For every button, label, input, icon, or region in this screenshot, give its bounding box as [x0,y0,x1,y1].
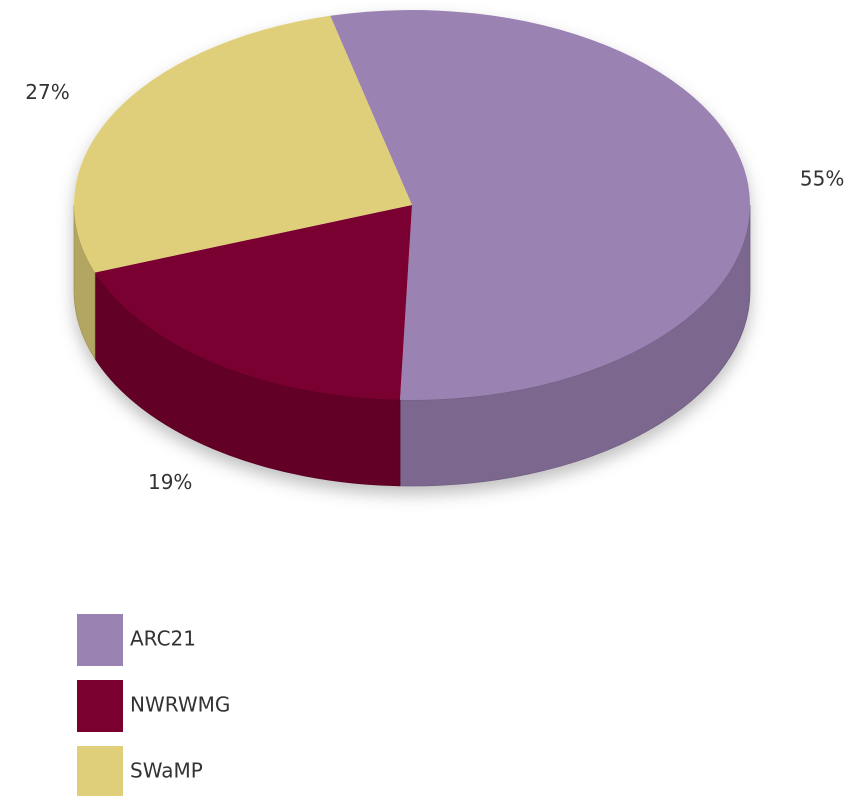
data-label: 19% [148,470,192,494]
pie-slice [94,205,413,400]
legend-label: NWRWMG [130,693,230,717]
legend-swatch [77,746,123,796]
legend-swatch [77,680,123,732]
pie-slice [330,10,750,401]
pie-slice [74,15,413,273]
legend-swatch [77,614,123,666]
legend-label: ARC21 [130,627,196,651]
data-label: 55% [800,167,844,191]
legend-label: SWaMP [130,759,203,783]
data-label: 27% [25,80,69,104]
pie [73,10,751,487]
